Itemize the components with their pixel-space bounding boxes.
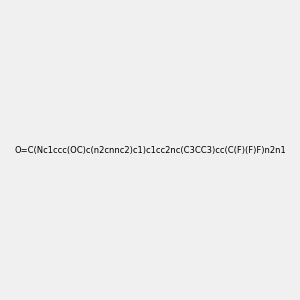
Text: O=C(Nc1ccc(OC)c(n2cnnc2)c1)c1cc2nc(C3CC3)cc(C(F)(F)F)n2n1: O=C(Nc1ccc(OC)c(n2cnnc2)c1)c1cc2nc(C3CC3… — [14, 146, 286, 154]
